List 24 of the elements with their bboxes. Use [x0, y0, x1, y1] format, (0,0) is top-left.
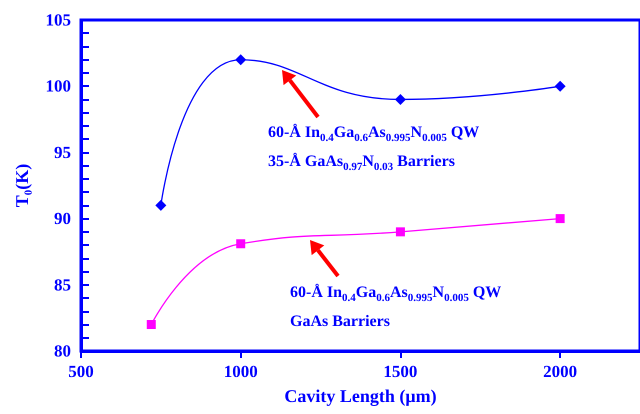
x-tick-label: 2000: [543, 362, 578, 381]
y-axis-title: T₀(K): [12, 164, 32, 208]
y-tick-label: 95: [54, 142, 71, 162]
point: [235, 54, 246, 66]
y-tick-label: 85: [54, 275, 71, 294]
text: 60-Å In$_{0.4}$Ga$_{0.6}$As$_{0.995}$N$_{0.005}$ QW: [290, 284, 502, 304]
x-tick-label: 1000: [224, 362, 258, 381]
point: [554, 80, 566, 92]
annotation: GaAs Barriers: [290, 312, 390, 332]
point: [155, 200, 166, 211]
point: [396, 227, 405, 236]
y-tick-label: 90: [54, 209, 71, 228]
text: 60-Å In$_{0.4}$Ga$_{0.6}$As$_{0.995}$N$_{0.005}$ QW: [268, 124, 480, 144]
point: [146, 320, 156, 330]
point: [394, 94, 406, 105]
x-tick-label: 1500: [383, 362, 418, 381]
y-tick-label: 100: [46, 76, 71, 96]
point: [236, 239, 246, 248]
x-tick-label: 500: [68, 362, 94, 381]
annotation: 35-Å GaAs$_{0.97}$N$_{0.03}$ Barriers: [268, 152, 455, 176]
y-tick-label: 80: [54, 342, 71, 360]
y-tick-label: 105: [46, 10, 71, 30]
point: [556, 214, 565, 224]
x-axis-title: Cavity Length (μm): [284, 386, 437, 406]
